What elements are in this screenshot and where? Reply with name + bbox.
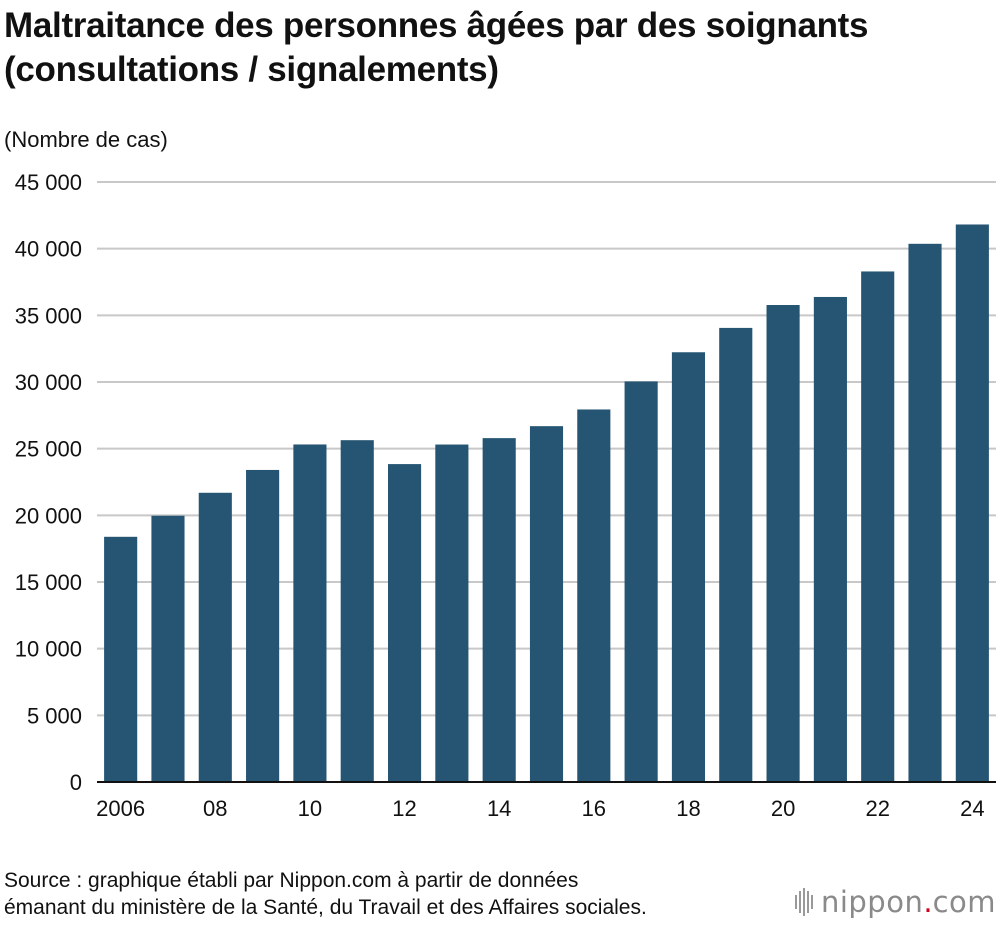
y-tick-label: 30 000 bbox=[15, 370, 82, 395]
x-tick-label: 08 bbox=[203, 796, 227, 821]
bar bbox=[246, 469, 280, 782]
bar bbox=[435, 444, 469, 782]
bar bbox=[766, 305, 800, 782]
y-tick-label: 25 000 bbox=[15, 437, 82, 462]
logo-dot: . bbox=[923, 885, 933, 919]
bar bbox=[719, 327, 753, 782]
x-tick-label: 24 bbox=[960, 796, 984, 821]
bar bbox=[908, 243, 942, 783]
x-tick-label: 18 bbox=[676, 796, 700, 821]
x-tick-label: 12 bbox=[392, 796, 416, 821]
bar bbox=[340, 440, 374, 782]
bar bbox=[293, 444, 327, 782]
bar bbox=[577, 409, 611, 782]
x-tick-label: 14 bbox=[487, 796, 511, 821]
nippon-logo: nippon. com bbox=[794, 884, 996, 920]
y-axis-unit-label: (Nombre de cas) bbox=[4, 127, 168, 152]
bar bbox=[861, 271, 895, 782]
x-tick-label: 10 bbox=[298, 796, 322, 821]
source-line-1: Source : graphique établi par Nippon.com… bbox=[4, 869, 579, 892]
source-note: Source : graphique établi par Nippon.com… bbox=[4, 867, 647, 921]
y-tick-label: 10 000 bbox=[15, 637, 82, 662]
x-tick-label: 16 bbox=[582, 796, 606, 821]
logo-bars-icon bbox=[794, 888, 813, 916]
x-tick-label: 2006 bbox=[96, 796, 145, 821]
y-tick-label: 5 000 bbox=[27, 703, 82, 728]
y-tick-label: 0 bbox=[70, 770, 82, 795]
bar bbox=[813, 296, 847, 782]
bar-chart: 0 5 000 10 000 15 000 20 000 25 000 30 000 35 0… bbox=[15, 170, 996, 821]
bar bbox=[151, 515, 185, 782]
x-tick-label: 20 bbox=[771, 796, 795, 821]
bar bbox=[671, 352, 706, 782]
x-tick-label: 22 bbox=[865, 796, 889, 821]
y-tick-label: 40 000 bbox=[15, 237, 82, 262]
y-tick-label: 15 000 bbox=[15, 570, 82, 595]
bar bbox=[482, 438, 516, 782]
bar bbox=[104, 536, 138, 782]
bar bbox=[387, 464, 422, 782]
y-tick-label: 45 000 bbox=[15, 170, 82, 195]
source-line-2: émanant du ministère de la Santé, du Tra… bbox=[4, 896, 647, 919]
bar bbox=[529, 426, 564, 782]
y-tick-label: 35 000 bbox=[15, 303, 82, 328]
logo-suffix: com bbox=[932, 885, 996, 919]
chart-title: Maltraitance des personnes âgées par des… bbox=[4, 6, 869, 89]
bar bbox=[198, 492, 232, 782]
bar bbox=[624, 381, 658, 782]
y-tick-label: 20 000 bbox=[15, 503, 82, 528]
bar bbox=[955, 224, 989, 783]
logo-wordmark: nippon bbox=[820, 885, 924, 919]
